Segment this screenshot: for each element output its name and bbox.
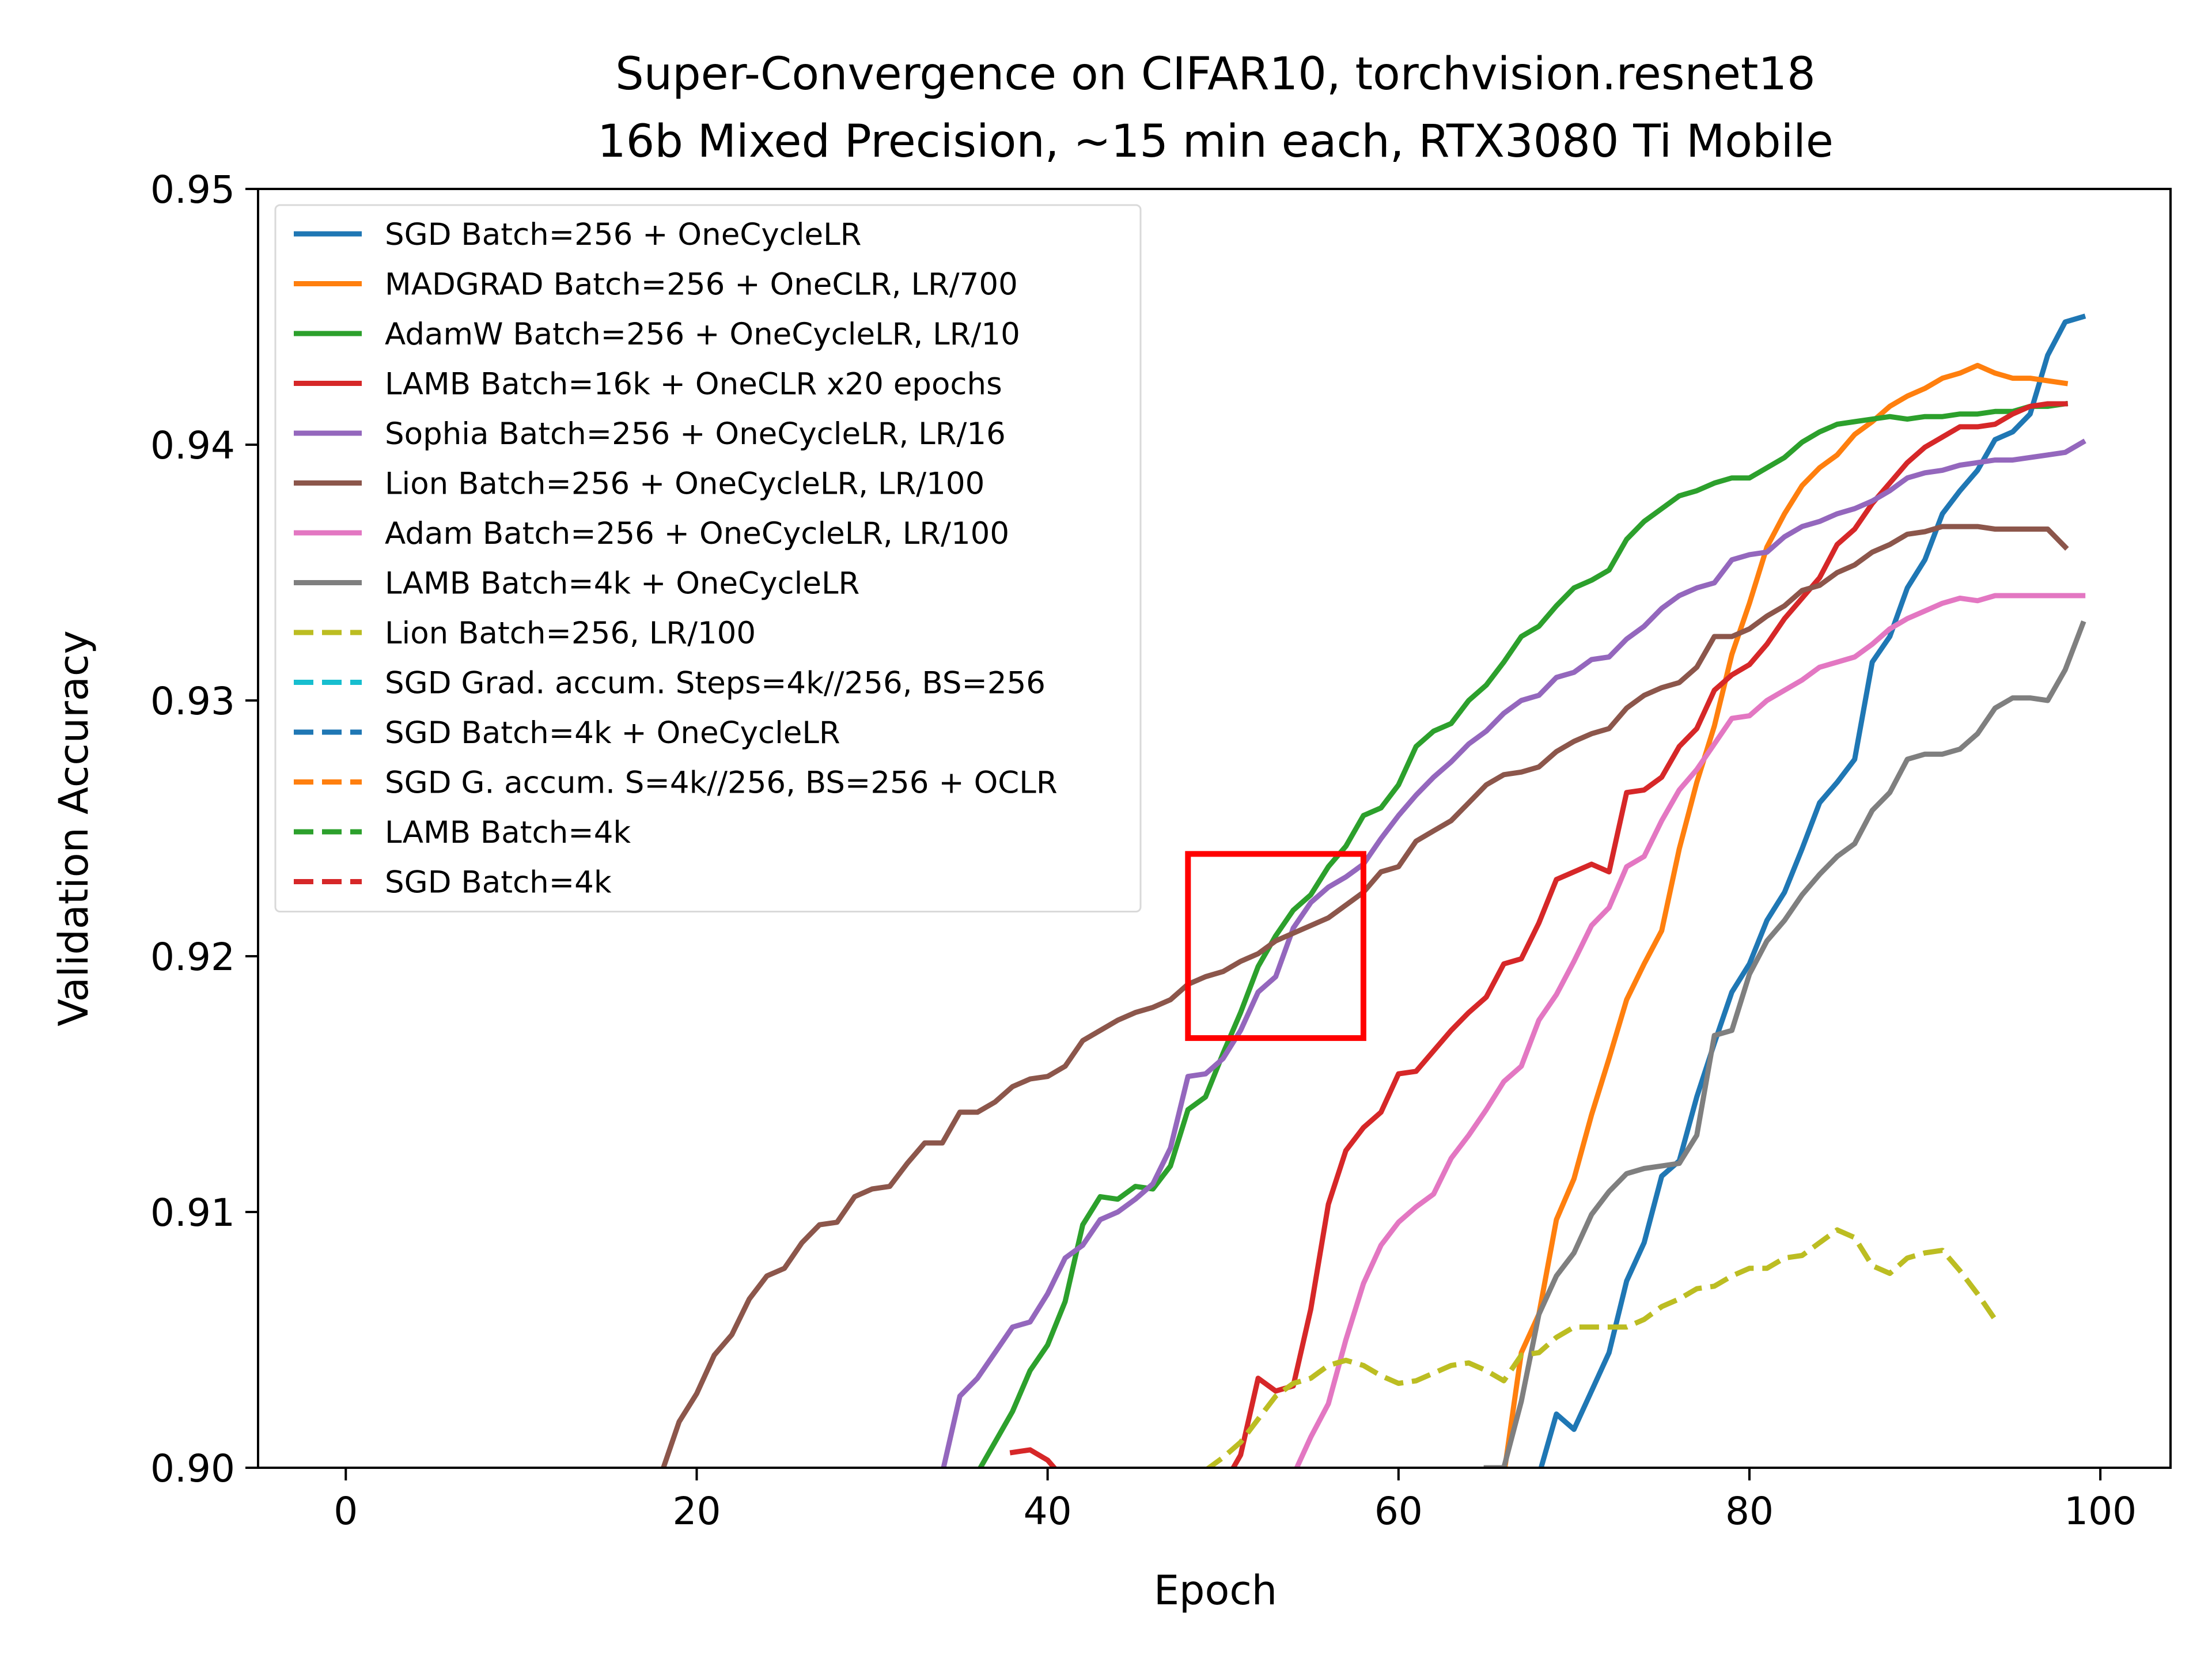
series-line-7 bbox=[1483, 620, 2086, 1468]
series-line-2 bbox=[977, 400, 2069, 1468]
y-tick-label: 0.94 bbox=[150, 423, 235, 468]
series-line-0 bbox=[1538, 313, 2086, 1468]
y-axis-label: Validation Accuracy bbox=[50, 630, 97, 1027]
y-tick-label: 0.93 bbox=[150, 679, 235, 724]
x-tick-label: 100 bbox=[2064, 1489, 2137, 1533]
series-line-6 bbox=[1294, 593, 2086, 1468]
legend-label-11: SGD G. accum. S=4k//256, BS=256 + OCLR bbox=[385, 766, 1058, 801]
plot-frame bbox=[257, 188, 2172, 1469]
legend-label-7: LAMB Batch=4k + OneCycleLR bbox=[385, 566, 859, 601]
series-line-8 bbox=[1205, 1227, 1998, 1468]
x-tick-label: 40 bbox=[1024, 1489, 1072, 1533]
x-tick-label: 20 bbox=[672, 1489, 721, 1533]
legend-label-0: SGD Batch=256 + OneCycleLR bbox=[385, 217, 862, 252]
legend-label-10: SGD Batch=4k + OneCycleLR bbox=[385, 715, 840, 751]
legend-label-12: LAMB Batch=4k bbox=[385, 815, 631, 850]
chart-title-line-2: 16b Mixed Precision, ~15 min each, RTX30… bbox=[597, 116, 1834, 168]
series-line-3-part-0 bbox=[1009, 1447, 1058, 1468]
y-tick-label: 0.91 bbox=[150, 1191, 235, 1235]
y-tick-label: 0.95 bbox=[150, 168, 235, 212]
y-tick-label: 0.90 bbox=[150, 1446, 235, 1491]
legend-label-9: SGD Grad. accum. Steps=4k//256, BS=256 bbox=[385, 666, 1046, 701]
x-tick-label: 80 bbox=[1725, 1489, 1774, 1533]
series-line-3-part-1 bbox=[1230, 401, 2068, 1468]
x-axis-label: Epoch bbox=[1154, 1567, 1277, 1614]
x-tick-label: 60 bbox=[1374, 1489, 1423, 1533]
legend-label-1: MADGRAD Batch=256 + OneCLR, LR/700 bbox=[385, 267, 1018, 302]
axes-layer: 0 20 40 60 80 100 0.90 0.91 0.92 0.93 0.94 0.95 bbox=[150, 168, 2137, 1533]
legend-label-8: Lion Batch=256, LR/100 bbox=[385, 616, 756, 651]
legend-label-3: LAMB Batch=16k + OneCLR x20 epochs bbox=[385, 367, 1002, 402]
legend-label-4: Sophia Batch=256 + OneCycleLR, LR/16 bbox=[385, 416, 1006, 452]
chart-title-line-1: Super-Convergence on CIFAR10, torchvisio… bbox=[615, 48, 1816, 100]
legend-label-6: Adam Batch=256 + OneCycleLR, LR/100 bbox=[385, 516, 1009, 551]
legend-label-2: AdamW Batch=256 + OneCycleLR, LR/10 bbox=[385, 317, 1020, 352]
x-tick-label: 0 bbox=[334, 1489, 358, 1533]
series-line-4 bbox=[941, 438, 2086, 1468]
y-tick-label: 0.92 bbox=[150, 935, 235, 979]
legend-box bbox=[274, 204, 1142, 912]
series-layer bbox=[660, 313, 2086, 1468]
legend-label-13: SGD Batch=4k bbox=[385, 865, 612, 900]
highlight-rectangle bbox=[1185, 851, 1366, 1041]
series-line-1 bbox=[1502, 362, 2069, 1468]
legend: SGD Batch=256 + OneCycleLR MADGRAD Batch=… bbox=[274, 204, 1142, 912]
legend-label-5: Lion Batch=256 + OneCycleLR, LR/100 bbox=[385, 467, 984, 502]
